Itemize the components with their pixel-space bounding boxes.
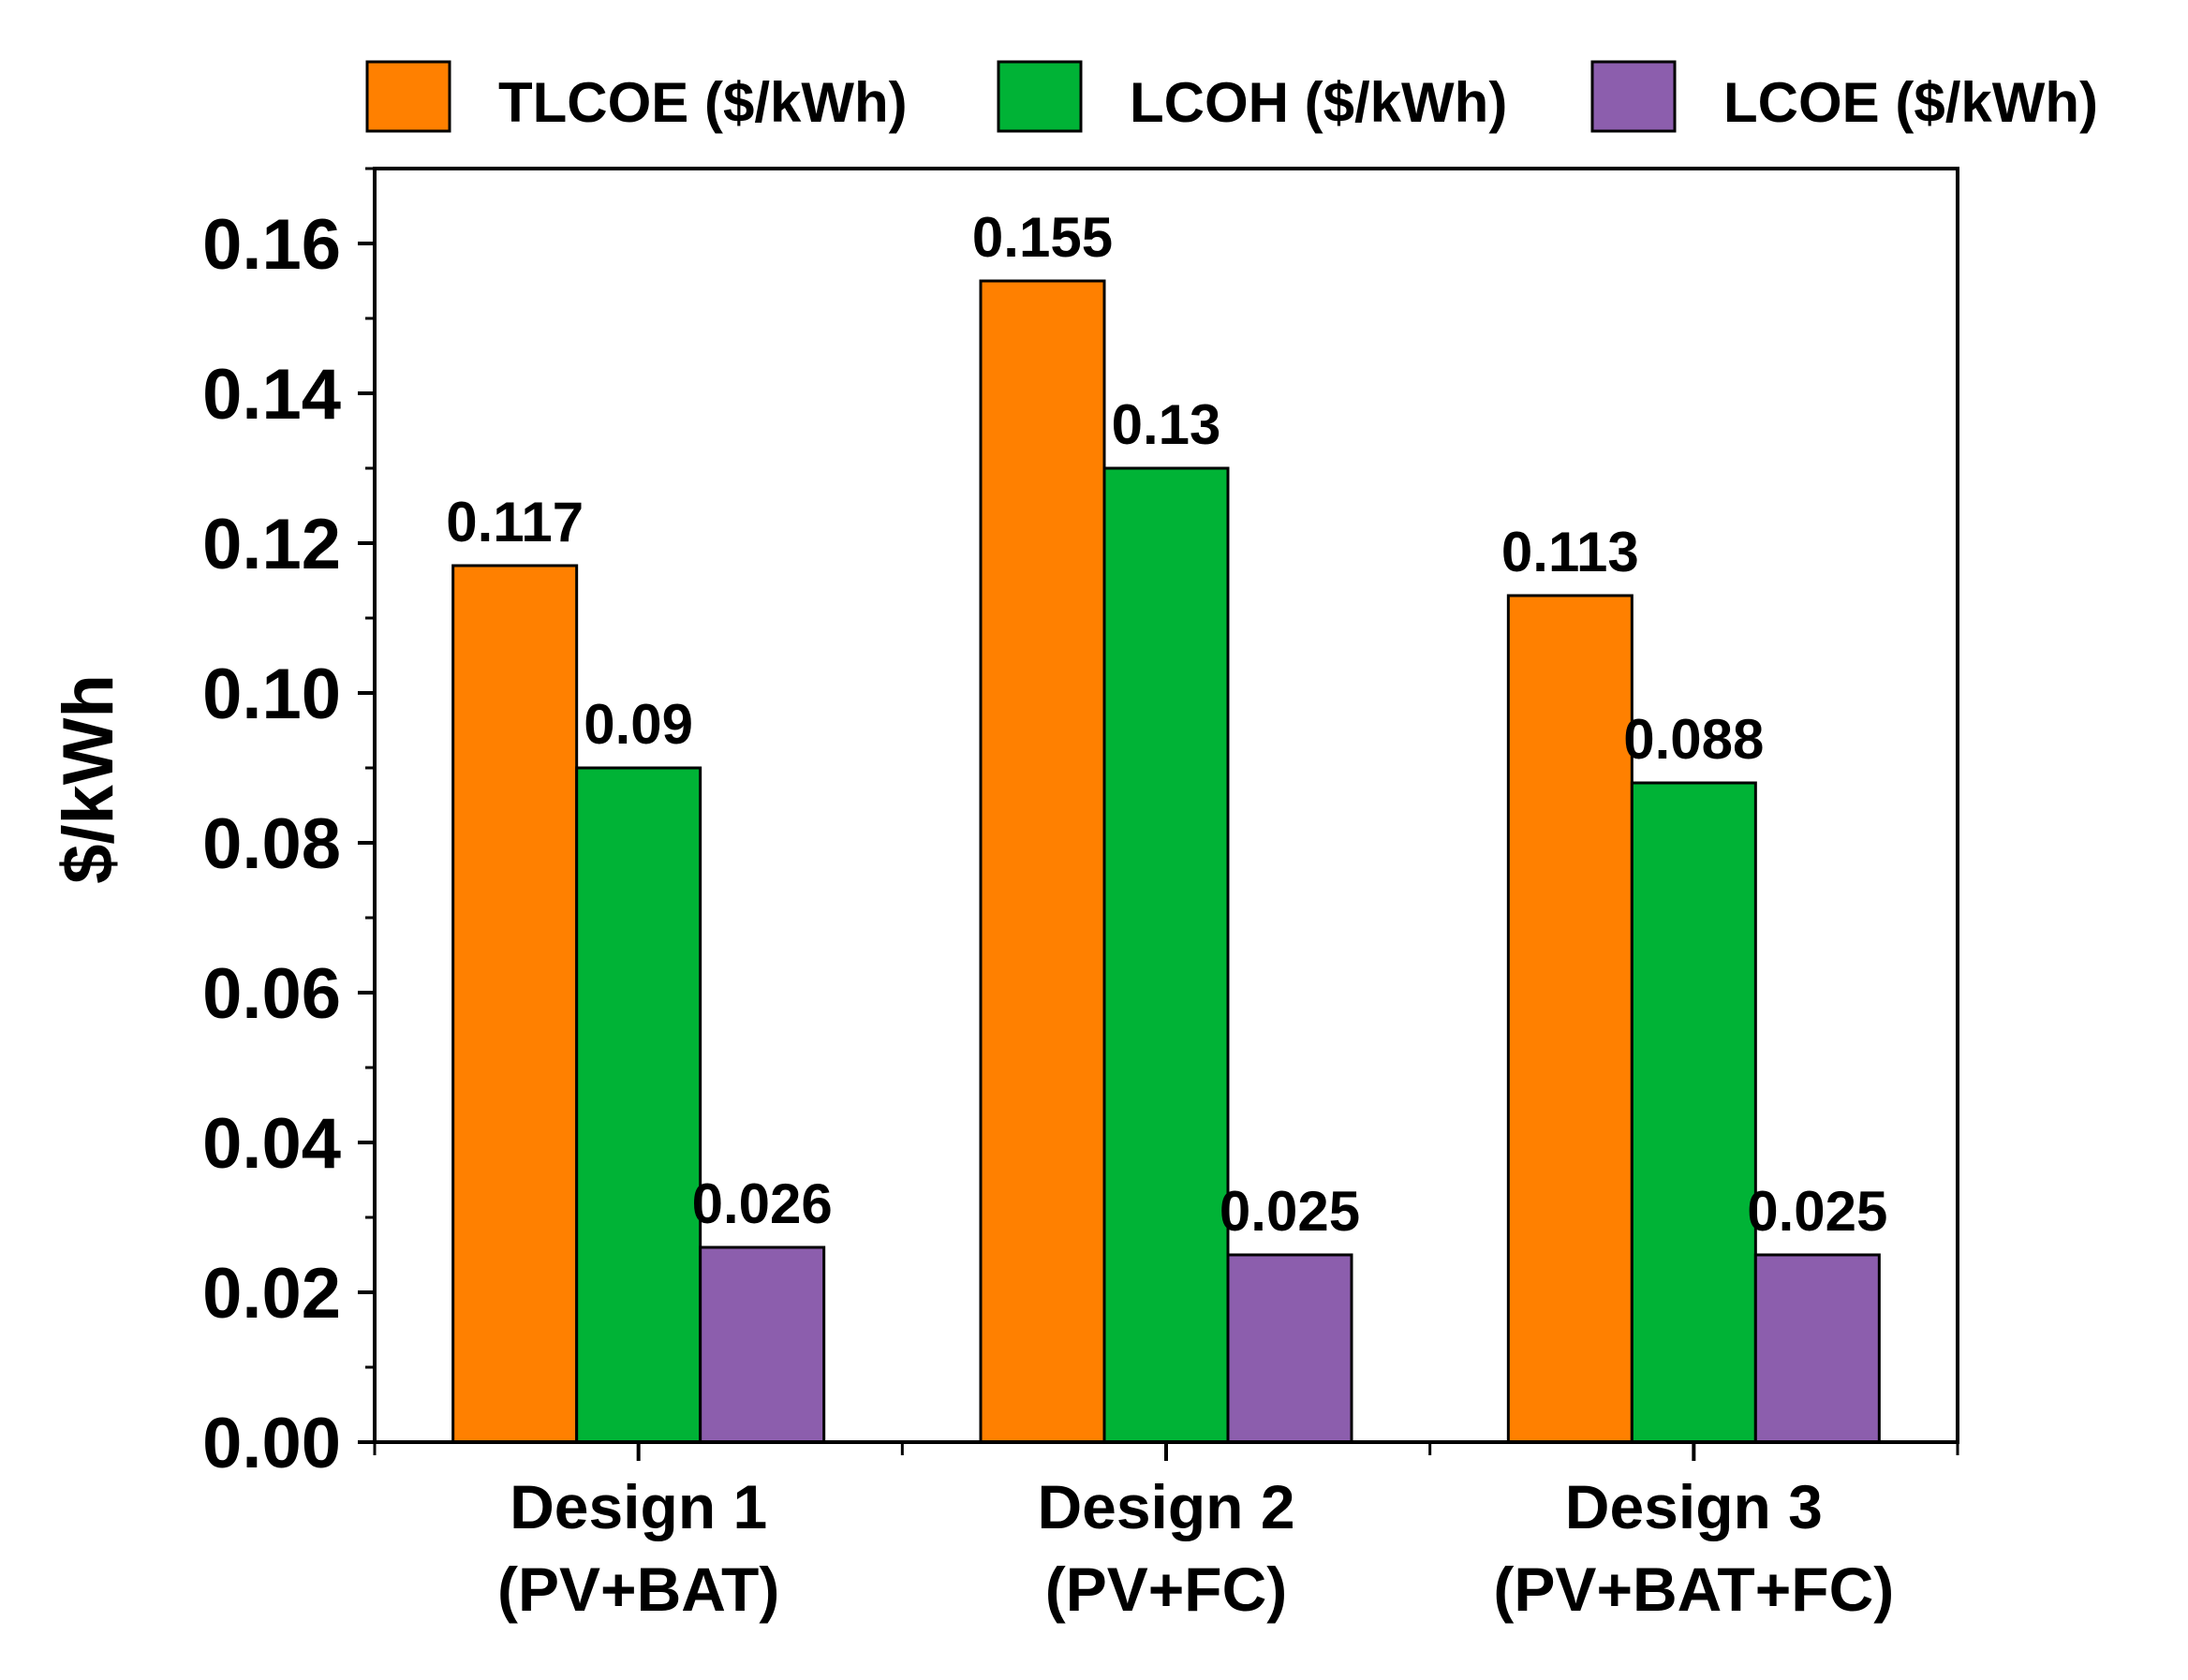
- data-label: 0.113: [1501, 521, 1639, 583]
- y-tick-label: 0.10: [202, 655, 341, 734]
- data-label: 0.026: [692, 1172, 833, 1235]
- x-category-label-line1: Design 1: [510, 1472, 767, 1541]
- bar: [575, 766, 702, 1444]
- x-category-label-line2: (PV+FC): [1045, 1555, 1288, 1624]
- x-category-label-line2: (PV+BAT): [497, 1555, 779, 1624]
- bar: [699, 1245, 826, 1444]
- data-label: 0.088: [1623, 708, 1764, 771]
- bar: [1753, 1253, 1881, 1444]
- y-axis-title: $/kWh: [49, 674, 128, 884]
- x-axis: Design 1 (PV+BAT) Design 2 (PV+FC) Design 3 (…: [373, 1442, 1959, 1624]
- bar: [1226, 1253, 1353, 1444]
- y-axis: 0.00 0.02 0.04 0.06 0.08 0.10 0.12 0.14 0.16: [202, 167, 375, 1483]
- x-category-label-line1: Design 2: [1037, 1472, 1294, 1541]
- bar: [1506, 594, 1634, 1444]
- legend-label: LCOH ($/kWh): [1130, 71, 1507, 134]
- legend-swatch: [1590, 60, 1677, 133]
- bar: [1102, 466, 1230, 1444]
- legend-label: LCOE ($/kWh): [1723, 71, 2098, 134]
- data-label: 0.117: [446, 491, 584, 553]
- y-tick-label: 0.08: [202, 804, 341, 884]
- data-label: 0.13: [1112, 393, 1221, 456]
- bar: [451, 564, 579, 1444]
- data-label: 0.025: [1220, 1180, 1360, 1243]
- y-tick-label: 0.00: [202, 1404, 341, 1483]
- data-label: 0.09: [584, 693, 693, 756]
- y-tick-label: 0.12: [202, 505, 341, 584]
- y-tick-label: 0.02: [202, 1254, 341, 1334]
- y-tick-label: 0.14: [202, 355, 341, 435]
- legend-swatch: [365, 60, 451, 133]
- x-category-label-line2: (PV+BAT+FC): [1493, 1555, 1894, 1624]
- y-tick-label: 0.04: [202, 1104, 341, 1184]
- legend-label: TLCOE ($/kWh): [498, 71, 908, 134]
- bar: [979, 279, 1106, 1444]
- y-tick-label: 0.06: [202, 954, 341, 1034]
- data-label: 0.155: [972, 206, 1113, 269]
- x-category-label-line1: Design 3: [1565, 1472, 1823, 1541]
- legend: TLCOE ($/kWh) LCOH ($/kWh) LCOE ($/kWh): [365, 60, 2098, 134]
- y-tick-label: 0.16: [202, 205, 341, 285]
- bars-group: 0.117 0.09 0.026 0.155 0.13 0.025 0.113 0.088 0.…: [446, 206, 1887, 1444]
- legend-swatch: [997, 60, 1083, 133]
- bar: [1630, 781, 1757, 1444]
- data-label: 0.025: [1747, 1180, 1887, 1243]
